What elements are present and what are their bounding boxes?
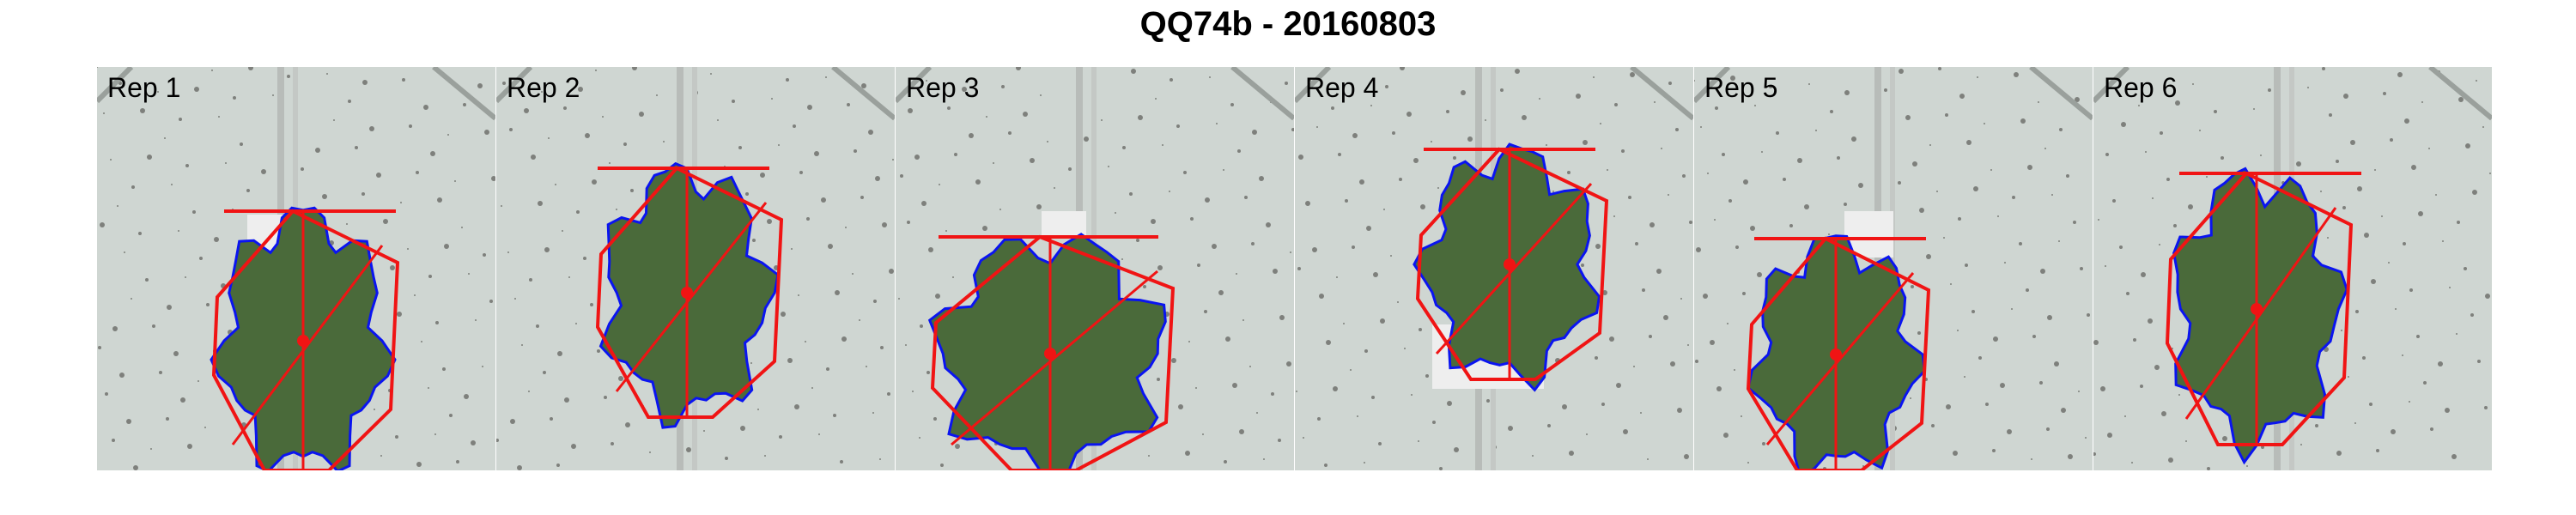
plant-contour xyxy=(927,233,1167,470)
plant-contour xyxy=(2172,167,2348,465)
rep-5-panel: Rep 5 xyxy=(1694,67,2093,470)
rep-4-label: Rep 4 xyxy=(1305,72,1379,103)
plant-contour xyxy=(598,161,780,429)
plant-contour xyxy=(210,206,397,470)
rep-5-photo xyxy=(1694,67,2093,470)
plant-contour xyxy=(1413,142,1601,392)
centroid-marker xyxy=(2251,303,2263,315)
convex-hull xyxy=(211,209,400,470)
diagonal-axis xyxy=(231,245,384,445)
frame-edge xyxy=(432,67,495,121)
rep-2-photo xyxy=(496,67,895,470)
centroid-marker xyxy=(681,287,693,299)
rep-3-label: Rep 3 xyxy=(906,72,980,103)
frame-edge xyxy=(2093,67,2130,104)
frame-edge xyxy=(97,67,134,104)
diagonal-axis xyxy=(615,202,768,392)
rep-6-label: Rep 6 xyxy=(2104,72,2178,103)
pot-label-card xyxy=(1042,211,1086,237)
centroid-marker xyxy=(1044,348,1056,360)
frame-edge xyxy=(496,67,533,104)
convex-hull xyxy=(1415,147,1609,381)
plant-contour xyxy=(1747,234,1926,470)
rep-5-label: Rep 5 xyxy=(1704,72,1778,103)
rep-6-panel: Rep 6 xyxy=(2093,67,2492,470)
rep-1-label: Rep 1 xyxy=(107,72,181,103)
frame-edge xyxy=(2029,67,2093,121)
figure-title: QQ74b - 20160803 xyxy=(1139,5,1437,43)
soil-speckles xyxy=(97,67,495,470)
frame-edge xyxy=(1230,67,1294,121)
rep-1-panel: Rep 1 xyxy=(97,67,495,470)
rep-4-panel: Rep 4 xyxy=(1295,67,1693,470)
frame-edge xyxy=(2428,67,2492,121)
image-strip: Rep 1 Rep 2 Rep 3 Rep 4 Rep 5 Rep 6 xyxy=(97,67,2492,470)
diagonal-axis xyxy=(2184,207,2337,420)
diagonal-axis xyxy=(951,270,1158,446)
frame-edge xyxy=(1295,67,1332,104)
rep-3-photo xyxy=(896,67,1294,470)
frame-edge xyxy=(831,67,895,121)
rep-1-photo xyxy=(97,67,495,470)
diagonal-axis xyxy=(1765,272,1915,445)
rep-4-photo xyxy=(1295,67,1693,470)
centroid-marker xyxy=(297,335,309,347)
frame-edge xyxy=(896,67,933,104)
rep-2-label: Rep 2 xyxy=(507,72,580,103)
convex-hull xyxy=(1746,236,1931,470)
convex-hull xyxy=(2165,171,2354,446)
convex-hull xyxy=(595,166,784,419)
convex-hull xyxy=(930,234,1176,470)
frame-edge xyxy=(1630,67,1693,121)
frame-edge xyxy=(1694,67,1731,104)
centroid-marker xyxy=(1504,258,1516,270)
rep-3-panel: Rep 3 xyxy=(896,67,1294,470)
centroid-marker xyxy=(1830,348,1842,360)
rep-2-panel: Rep 2 xyxy=(496,67,895,470)
diagonal-axis xyxy=(1435,182,1593,355)
rep-6-photo xyxy=(2093,67,2492,470)
